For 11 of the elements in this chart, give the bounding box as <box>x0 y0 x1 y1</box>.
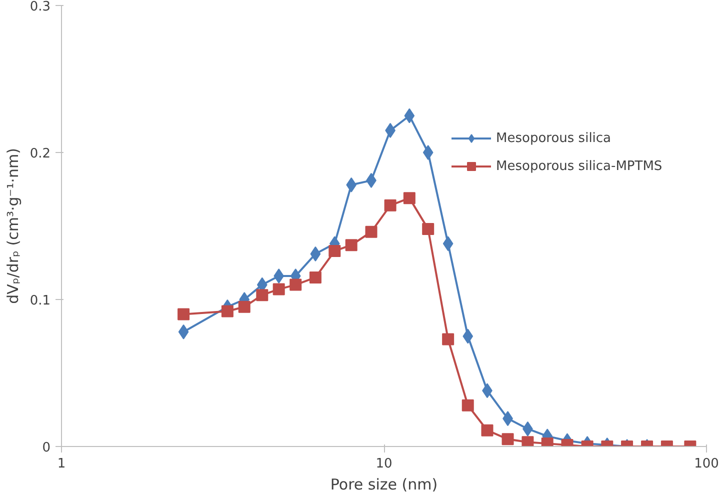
x-tick-label: 100 <box>694 456 719 472</box>
legend-label: Mesoporous silica-MPTMS <box>496 158 662 174</box>
y-tick-label: 0.1 <box>30 294 51 308</box>
x-tick-label: 1 <box>57 456 66 472</box>
x-axis-title: Pore size (nm) <box>330 476 438 494</box>
y-axis-title: dVₚ/drₚ (cm³·g⁻¹·nm) <box>4 148 22 304</box>
y-tick-label: 0 <box>42 440 51 456</box>
legend-label: Mesoporous silica <box>496 130 612 146</box>
y-tick-label: 0.3 <box>30 0 51 14</box>
y-tick-label: 0.2 <box>30 146 51 162</box>
x-tick-label: 10 <box>376 456 392 472</box>
